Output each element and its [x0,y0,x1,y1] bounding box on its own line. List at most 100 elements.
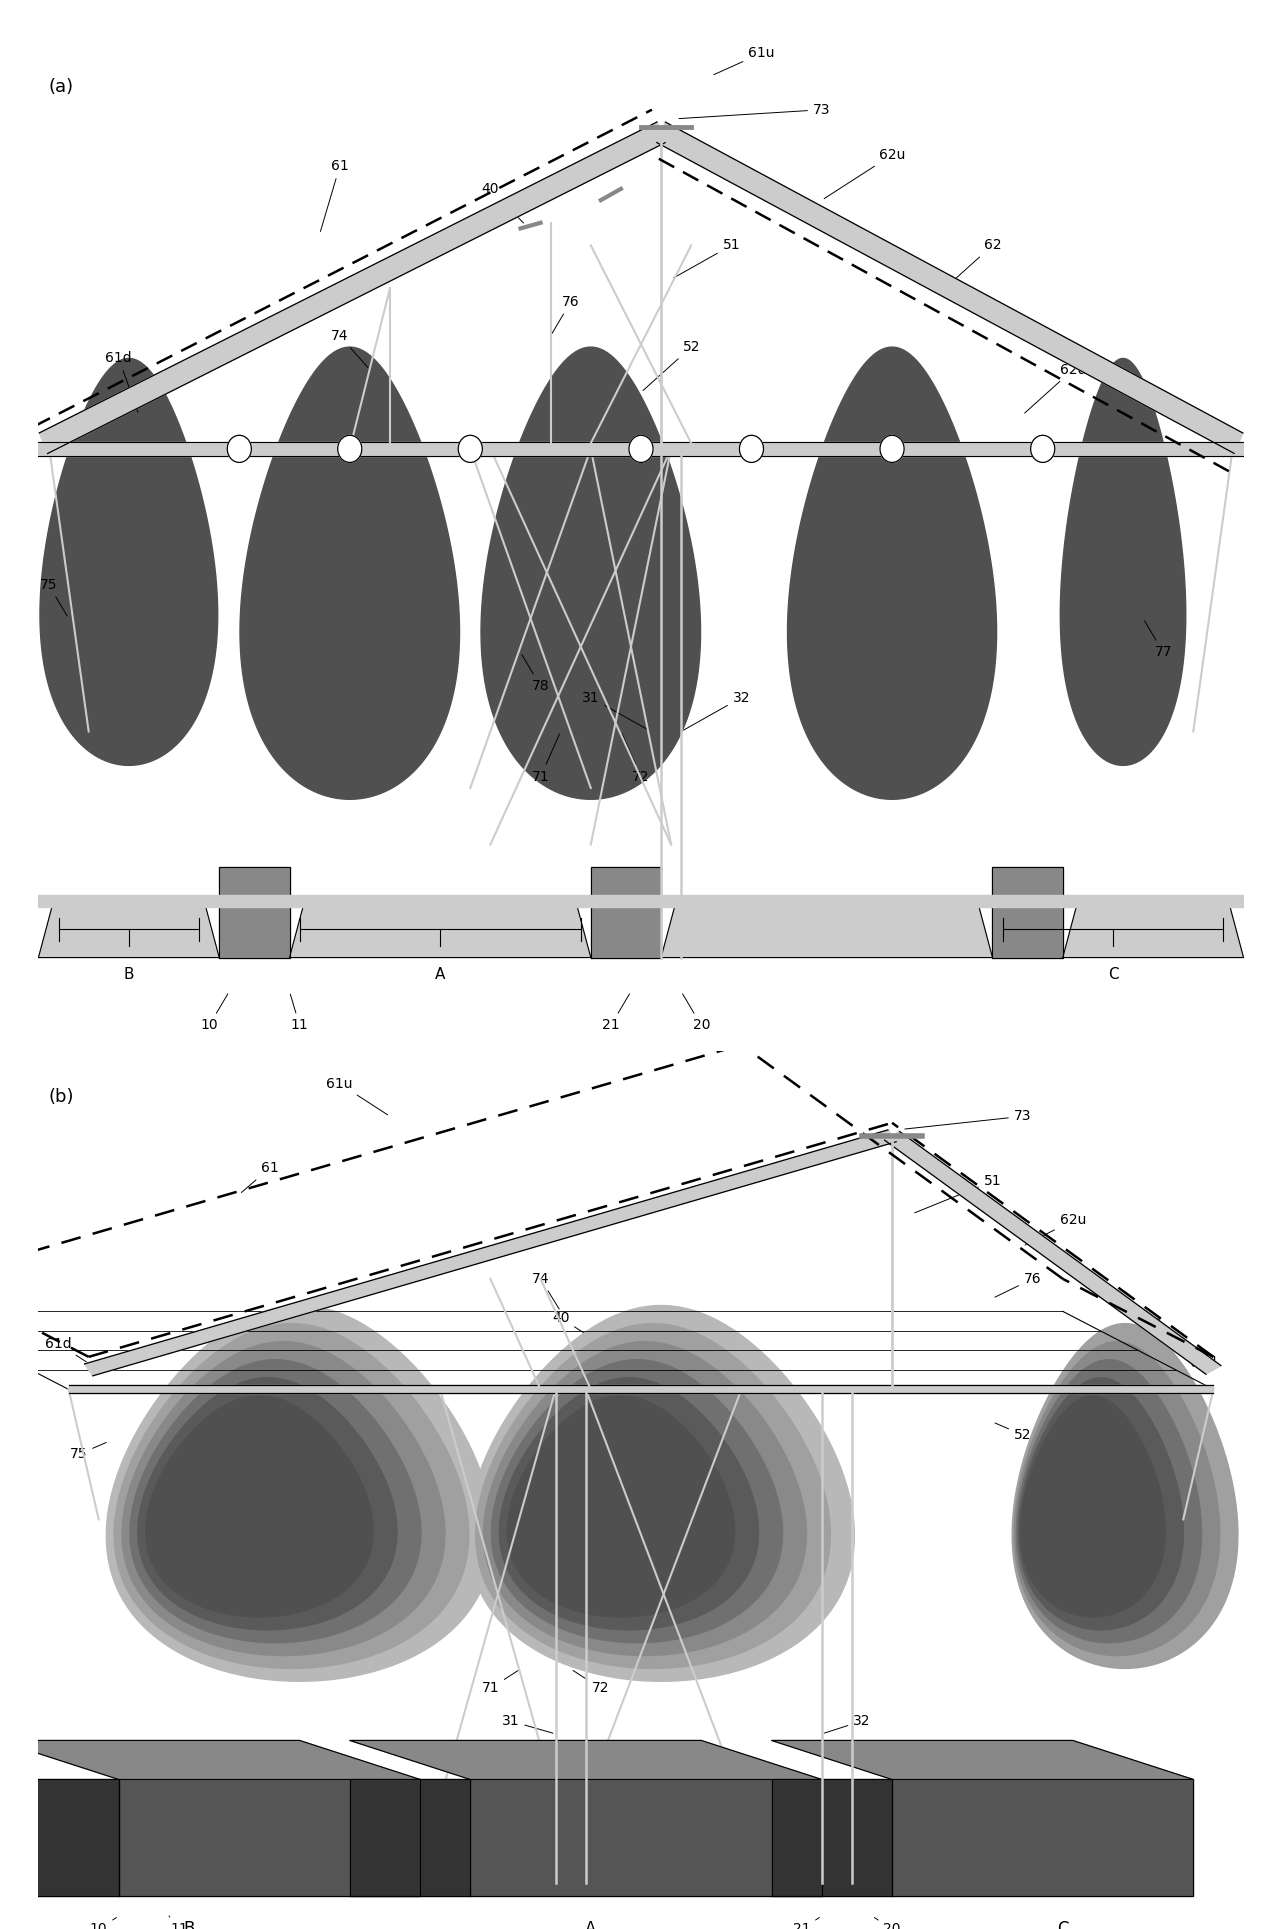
Text: 74: 74 [331,328,368,368]
Polygon shape [350,1779,470,1896]
Polygon shape [114,1323,469,1669]
Text: 61u: 61u [714,46,774,75]
Text: 11: 11 [169,1915,188,1929]
Polygon shape [772,1740,1194,1779]
Polygon shape [38,901,219,957]
Circle shape [629,436,653,463]
Text: C: C [1058,1919,1068,1929]
Text: 10: 10 [90,1917,117,1929]
Text: B: B [123,966,135,982]
Text: 76: 76 [553,295,579,334]
Text: (b): (b) [49,1088,74,1105]
Text: 31: 31 [501,1715,553,1732]
Text: 71: 71 [532,735,559,783]
Polygon shape [68,1385,1213,1393]
Text: 52: 52 [644,340,700,390]
Polygon shape [483,1343,806,1655]
Circle shape [1031,436,1055,463]
Polygon shape [481,347,700,799]
Polygon shape [1014,1343,1219,1655]
Text: 40: 40 [553,1312,588,1337]
Text: 77: 77 [1145,621,1172,660]
Text: A: A [435,966,445,982]
Polygon shape [1060,359,1186,766]
Polygon shape [0,1740,420,1779]
Text: 62u: 62u [1026,1213,1086,1244]
Text: 62: 62 [945,239,1001,289]
Polygon shape [662,901,992,957]
Polygon shape [468,1306,854,1682]
Polygon shape [500,1377,759,1630]
Text: 61: 61 [241,1161,278,1192]
Text: 20: 20 [682,993,710,1032]
Text: 61d: 61d [45,1337,86,1362]
Polygon shape [772,1779,892,1896]
Circle shape [740,436,764,463]
Polygon shape [892,1779,1194,1896]
Polygon shape [1063,901,1244,957]
Text: 61: 61 [320,160,349,231]
Circle shape [337,436,362,463]
Text: 32: 32 [588,1518,629,1537]
Text: 62: 62 [1126,1318,1161,1343]
Polygon shape [992,868,1063,957]
Polygon shape [219,868,290,957]
Polygon shape [0,1779,119,1896]
Text: 77: 77 [1145,1456,1182,1481]
Polygon shape [122,1343,445,1655]
Polygon shape [656,122,1242,453]
Text: A: A [585,1919,596,1929]
Text: B: B [183,1919,195,1929]
Polygon shape [40,122,665,453]
Polygon shape [350,1740,822,1779]
Text: 32: 32 [824,1715,870,1732]
Text: 51: 51 [694,1323,731,1348]
Text: 61u: 61u [327,1076,387,1115]
Text: 75: 75 [71,1443,106,1462]
Text: 21: 21 [603,993,629,1032]
Text: 20: 20 [874,1917,901,1929]
Text: 61d: 61d [105,351,138,413]
Text: 72: 72 [573,1671,609,1696]
Polygon shape [1020,1397,1165,1617]
Polygon shape [290,901,591,957]
Text: 62d: 62d [1024,363,1086,413]
Text: 75: 75 [40,577,67,615]
Polygon shape [508,1397,735,1617]
Polygon shape [491,1360,782,1644]
Text: 78: 78 [522,654,550,693]
Text: 40: 40 [582,1495,619,1520]
Polygon shape [591,868,662,957]
Polygon shape [476,1323,831,1669]
Circle shape [458,436,482,463]
Text: 32: 32 [683,691,750,729]
Polygon shape [38,442,1244,455]
Text: 76: 76 [995,1271,1041,1296]
Polygon shape [240,347,459,799]
Text: 73: 73 [679,102,831,118]
Text: 62d: 62d [1176,1356,1217,1381]
Polygon shape [38,895,1244,907]
Polygon shape [885,1132,1220,1373]
Polygon shape [787,347,996,799]
Polygon shape [129,1360,420,1644]
Polygon shape [85,1130,896,1375]
Polygon shape [146,1397,373,1617]
Text: 62u: 62u [824,149,905,199]
Text: 31: 31 [512,1518,553,1537]
Text: 51: 51 [673,239,740,278]
Polygon shape [119,1779,420,1896]
Polygon shape [1017,1360,1201,1644]
Polygon shape [1013,1323,1238,1669]
Circle shape [879,436,904,463]
Text: 52: 52 [995,1424,1031,1441]
Text: 21: 21 [792,1917,819,1929]
Text: 51: 51 [915,1175,1001,1213]
Polygon shape [138,1377,397,1630]
Polygon shape [1018,1377,1183,1630]
Text: (a): (a) [49,77,73,96]
Text: 11: 11 [290,993,309,1032]
Polygon shape [470,1779,822,1896]
Text: 74: 74 [532,1271,559,1310]
Polygon shape [106,1306,492,1682]
